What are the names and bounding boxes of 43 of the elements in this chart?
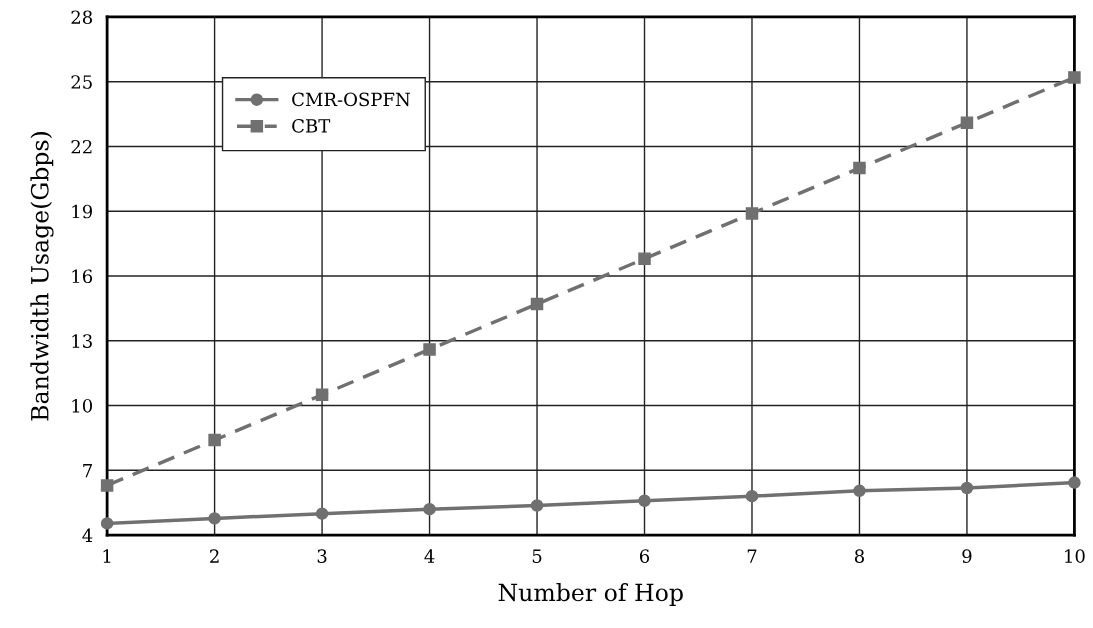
y-tick-label: 19 — [72, 204, 93, 219]
y-tick-label: 25 — [71, 75, 92, 89]
x-tick-label: 9 — [962, 549, 972, 563]
point — [745, 489, 759, 503]
point — [638, 252, 651, 265]
x-tick-label: 7 — [747, 549, 757, 563]
point — [315, 388, 329, 401]
point — [853, 484, 866, 498]
y-tick-label: 13 — [72, 334, 92, 348]
y-axis-title: Bandwidth Usage(Gbps) — [30, 132, 54, 421]
x-tick-label: 10 — [1065, 549, 1085, 563]
point — [960, 481, 974, 495]
x-tick-label: 1 — [103, 549, 111, 563]
point — [960, 116, 974, 129]
point — [530, 297, 544, 311]
point — [1068, 71, 1081, 84]
point — [423, 343, 436, 356]
point — [1068, 476, 1081, 489]
point — [745, 207, 759, 220]
y-tick-label: 22 — [71, 139, 92, 154]
y-tick-label: 10 — [72, 398, 93, 413]
point — [853, 161, 866, 175]
x-axis-title: Number of Hop — [498, 583, 683, 606]
point — [423, 502, 436, 516]
point — [100, 479, 114, 492]
y-tick-label: 4 — [82, 528, 93, 542]
y-tick-label: 16 — [72, 269, 93, 284]
point — [315, 507, 329, 520]
point — [208, 512, 221, 525]
x-tick-label: 4 — [424, 549, 435, 563]
point — [638, 494, 651, 507]
x-tick-label: 2 — [210, 549, 219, 563]
x-tick-label: 8 — [854, 549, 864, 563]
y-tick-label: 7 — [83, 463, 92, 478]
legend-label: CMR-OSPFN — [292, 92, 411, 107]
x-tick-label: 5 — [532, 549, 542, 563]
point — [530, 499, 544, 512]
x-tick-label: 6 — [639, 549, 650, 563]
point — [208, 433, 221, 447]
legend-label: CBT — [292, 119, 331, 133]
y-tick-label: 28 — [71, 10, 93, 25]
x-tick-label: 3 — [317, 549, 327, 563]
point — [100, 517, 114, 530]
